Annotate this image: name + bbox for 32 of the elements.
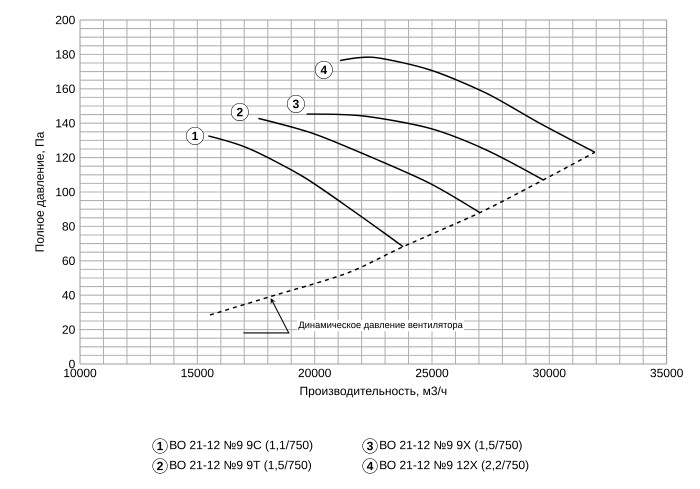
text: 4	[366, 462, 374, 470]
y-tick-label: 140	[56, 118, 75, 128]
y-tick-label: 0	[69, 360, 75, 368]
y-tick-label: 80	[62, 222, 75, 231]
y-tick-label: 120	[56, 153, 75, 162]
legend-label: ВО 21-12 №9 9С (1,1/750)	[170, 440, 312, 452]
annotation: 1	[192, 132, 198, 140]
x-tick-label: 25000	[416, 368, 448, 378]
text: 1	[157, 442, 164, 450]
y-tick-label: 60	[62, 256, 75, 266]
y-tick-label: 180	[56, 50, 75, 59]
x-tick-label: 20000	[298, 368, 331, 378]
y-axis-title: Полное давление, Па	[35, 132, 46, 252]
x-tick-label: 35000	[650, 368, 683, 378]
text: 2	[157, 462, 163, 470]
x-tick-label: 10000	[64, 368, 96, 378]
legend-label: ВО 21-12 №9 9Т (1,5/750)	[170, 460, 312, 472]
annotation: 4	[320, 66, 328, 74]
annotation: 3	[292, 100, 299, 108]
text: 3	[366, 442, 373, 450]
annotation: Динамическое давление вентилятора	[298, 322, 463, 330]
y-tick-label: 20	[62, 325, 75, 334]
x-tick-label: 30000	[533, 368, 566, 378]
legend-label: ВО 21-12 №9 9Х (1,5/750)	[380, 440, 522, 452]
legend-label: ВО 21-12 №9 12Х (2,2/750)	[380, 460, 528, 472]
annotation: 2	[236, 108, 243, 116]
y-tick-label: 100	[56, 188, 75, 196]
y-tick-label: 40	[62, 290, 75, 300]
x-axis-title: Производительность, м3/ч	[300, 386, 446, 398]
y-tick-label: 160	[56, 84, 75, 94]
x-tick-label: 15000	[182, 368, 214, 378]
y-tick-label: 200	[56, 16, 75, 24]
